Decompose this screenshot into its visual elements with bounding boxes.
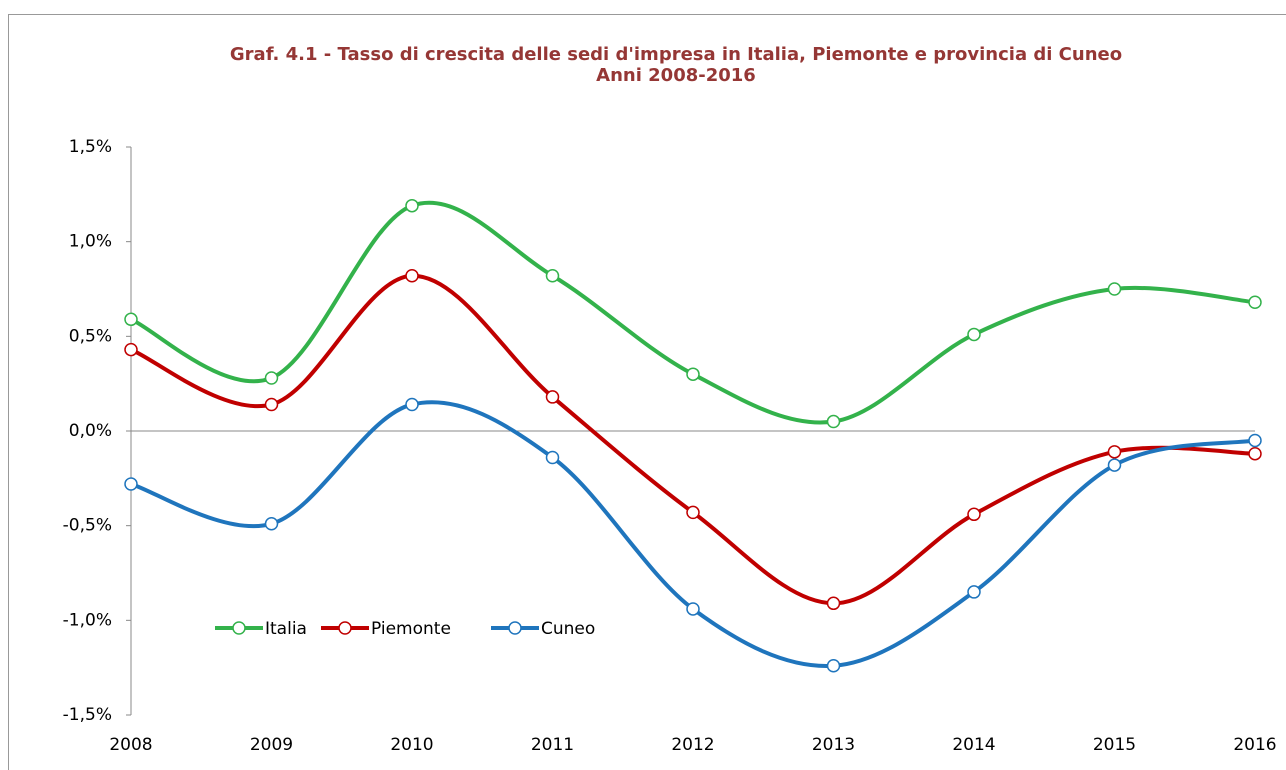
data-point <box>405 198 419 213</box>
x-tick-label: 2010 <box>390 735 433 755</box>
data-point <box>545 450 560 465</box>
x-tick-label: 2011 <box>531 735 574 755</box>
data-point <box>264 397 279 412</box>
y-tick-label: -0,5% <box>63 516 112 536</box>
legend-label: Piemonte <box>371 619 451 639</box>
data-point <box>1107 282 1122 296</box>
data-point <box>545 268 560 283</box>
y-tick-label: -1,5% <box>63 705 112 725</box>
data-point <box>826 414 841 429</box>
data-point <box>264 371 279 385</box>
x-tick-label: 2012 <box>671 735 714 755</box>
data-point <box>686 505 700 520</box>
x-tick-label: 2015 <box>1093 735 1136 755</box>
data-point <box>826 596 841 611</box>
data-point <box>1248 433 1262 448</box>
data-point <box>405 268 419 283</box>
chart-frame <box>8 14 1286 770</box>
legend-marker <box>338 621 352 635</box>
data-point <box>686 602 700 616</box>
legend-marker <box>232 621 246 635</box>
data-point <box>826 659 841 673</box>
y-tick-label: 1,5% <box>69 137 112 157</box>
data-point <box>686 367 700 381</box>
x-tick-label: 2016 <box>1233 735 1276 755</box>
chart-subtitle: Anni 2008-2016 <box>596 65 756 86</box>
data-point <box>405 397 419 412</box>
x-tick-label: 2009 <box>250 735 293 755</box>
x-tick-label: 2014 <box>952 735 995 755</box>
data-point <box>545 390 560 404</box>
data-point <box>124 342 138 357</box>
data-point <box>1107 445 1122 459</box>
data-point <box>967 327 981 342</box>
legend-marker <box>508 621 522 635</box>
chart-title: Graf. 4.1 - Tasso di crescita delle sedi… <box>229 44 1123 65</box>
data-point <box>967 507 981 522</box>
y-tick-label: -1,0% <box>63 610 112 630</box>
series-line <box>130 200 1256 425</box>
legend-label: Italia <box>265 619 307 639</box>
y-tick-label: 1,0% <box>69 232 112 252</box>
x-tick-label: 2013 <box>812 735 855 755</box>
title-block: Graf. 4.1 - Tasso di crescita delle sedi… <box>226 44 1126 86</box>
y-tick-label: 0,5% <box>69 326 112 346</box>
data-point <box>264 517 279 531</box>
y-tick-label: 0,0% <box>69 421 112 441</box>
data-point <box>967 585 981 599</box>
series-line <box>130 273 1256 606</box>
legend-label: Cuneo <box>541 619 595 639</box>
data-point <box>124 312 138 327</box>
data-point <box>1248 446 1262 461</box>
data-point <box>1248 295 1262 310</box>
data-point <box>1107 458 1122 472</box>
x-tick-label: 2008 <box>109 735 152 755</box>
data-point <box>124 477 138 491</box>
